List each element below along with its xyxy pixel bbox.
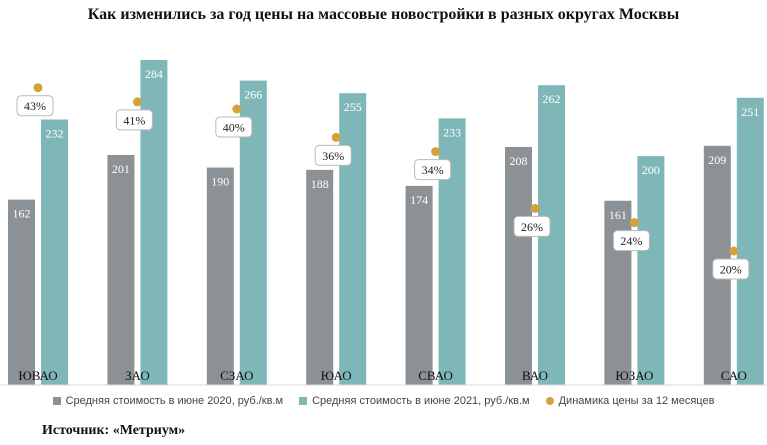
legend-label-2021: Средняя стоимость в июне 2021, руб./кв.м [312,395,530,407]
dynamics-dot-1 [132,97,142,107]
legend-swatch-2020 [52,397,61,405]
dynamics-label-6: 24% [620,234,642,248]
legend-label-dynamics: Динамика цены за 12 месяцев [558,395,715,407]
dynamics-label-box-2 [215,116,253,138]
dynamics-label-box-0 [16,95,54,117]
bar-2021-6 [637,156,665,385]
dynamics-dot-0 [33,83,43,93]
source-note: Источник: «Метриум» [42,423,186,438]
bar-2020-4 [405,185,433,385]
dynamics-label-1: 41% [123,113,145,127]
dynamics-dot-7 [729,246,739,256]
bar-value-2021-1: 284 [145,67,163,81]
bar-2020-5 [505,146,532,385]
bar-2021-3 [339,93,367,386]
dynamics-dot-6 [629,218,639,228]
legend-item-dynamics: Динамика цены за 12 месяцев [545,395,715,407]
category-label-7: САО [721,368,747,383]
bar-value-2021-0: 232 [46,127,64,141]
category-label-4: СВАО [418,368,453,383]
bar-2021-1 [140,60,168,385]
bar-2020-2 [206,167,234,385]
dynamics-dot-5 [530,203,540,213]
bar-2021-0 [41,119,68,385]
dynamics-dot-4 [431,147,441,157]
dynamics-label-7: 20% [720,263,742,277]
category-label-5: ВАО [522,368,548,383]
bar-2021-7 [736,97,764,385]
dynamics-label-box-6 [612,230,650,252]
bar-value-2020-6: 161 [609,208,627,222]
bar-value-2020-4: 174 [410,193,428,207]
bar-2020-1 [107,154,135,385]
legend-swatch-dynamics [545,397,554,405]
dynamics-dot-2 [232,104,242,114]
dynamics-label-box-4 [414,159,452,181]
bar-value-2020-7: 209 [708,153,726,167]
category-label-1: ЗАО [125,368,150,383]
category-label-0: ЮВАО [18,368,57,383]
bar-value-2020-5: 208 [510,154,528,168]
dynamics-label-5: 26% [521,220,543,234]
bar-value-2020-0: 162 [13,207,31,221]
dynamics-label-0: 43% [24,99,46,113]
bar-value-2021-3: 255 [344,100,362,114]
category-label-6: ЮЗАО [615,368,653,383]
dynamics-label-4: 34% [422,163,444,177]
category-label-2: СЗАО [220,368,253,383]
bar-value-2021-4: 233 [443,125,461,139]
dynamics-label-box-7 [712,258,750,280]
legend-item-2020: Средняя стоимость в июне 2020, руб./кв.м [52,395,284,407]
dynamics-label-box-5 [513,215,551,237]
bar-value-2021-5: 262 [543,92,561,106]
legend: Средняя стоимость в июне 2020, руб./кв.м… [0,395,767,407]
dynamics-label-2: 40% [223,121,245,135]
bar-value-2020-2: 190 [211,175,229,189]
legend-swatch-2021 [299,397,308,405]
bar-value-2021-6: 200 [642,163,660,177]
dynamics-label-box-3 [314,144,352,166]
dynamics-dot-3 [331,132,341,142]
bar-value-2020-1: 201 [112,162,130,176]
bar-value-2020-3: 188 [311,177,329,191]
bar-value-2021-7: 251 [741,105,759,119]
bar-2020-0 [8,199,35,385]
bar-2021-4 [438,118,466,386]
bar-value-2021-2: 266 [244,88,262,102]
chart-title: Как изменились за год цены на массовые н… [87,6,680,23]
category-label-3: ЮАО [321,368,352,383]
legend-label-2020: Средняя стоимость в июне 2020, руб./кв.м [65,395,284,407]
bar-2020-6 [604,200,632,385]
bar-2020-3 [306,169,334,385]
legend-item-2021: Средняя стоимость в июне 2021, руб./кв.м [299,395,530,407]
dynamics-label-3: 36% [322,149,344,163]
dynamics-label-box-1 [115,109,153,131]
